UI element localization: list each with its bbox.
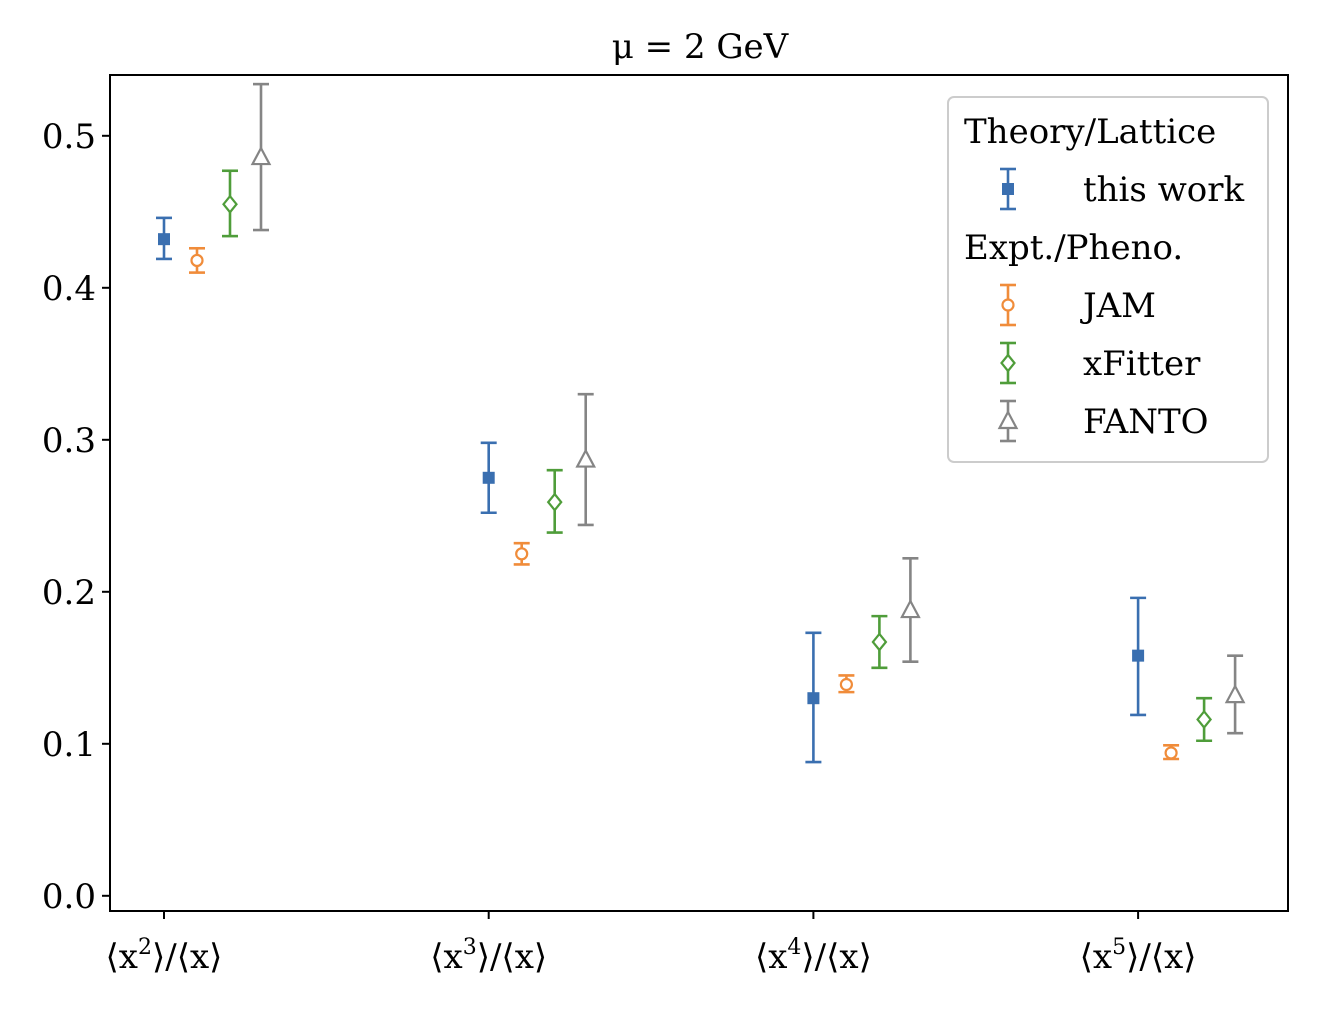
plot-frame [109, 74, 1289, 912]
y-tick-label: 0.2 [42, 573, 96, 613]
legend-label: FANTO [1083, 402, 1209, 442]
data-marks [156, 82, 1246, 764]
axes: 0.0 0.1 0.2 0.3 0.4 0.5 ⟨x2⟩/⟨x⟩ ⟨x3⟩/⟨x⟩ ⟨x4⟩/⟨… [42, 74, 1289, 977]
x-tick-label: ⟨x2⟩/⟨x⟩ [106, 935, 223, 977]
chart-title: μ = 2 GeV [612, 27, 790, 67]
legend-marker [1000, 353, 1016, 373]
data-point [250, 145, 272, 166]
data-point [807, 692, 820, 705]
x-tick-label: ⟨x3⟩/⟨x⟩ [430, 935, 547, 977]
data-point [1164, 746, 1178, 760]
series-this-work [156, 216, 1147, 764]
legend: Theory/Lattice this work Expt./Pheno. JAM xF… [947, 96, 1269, 463]
data-point [190, 253, 204, 268]
data-point [158, 233, 170, 246]
legend-item: xFitter [1000, 341, 1201, 385]
y-tick-label: 0.3 [42, 421, 96, 461]
y-tick-label: 0.4 [42, 269, 96, 309]
legend-item: JAM [1000, 283, 1156, 327]
series-xfitter [222, 169, 1213, 743]
data-point [871, 632, 888, 652]
legend-group-title: Expt./Pheno. [964, 228, 1183, 268]
x-tick-label: ⟨x4⟩/⟨x⟩ [755, 935, 872, 977]
series-jam [189, 246, 1180, 761]
series-fanto [250, 82, 1246, 735]
legend-item: this work [1000, 167, 1245, 211]
data-point [1196, 709, 1213, 730]
y-tick-label: 0.0 [42, 877, 96, 917]
data-point [222, 194, 238, 214]
data-point [900, 598, 921, 619]
legend-marker [997, 409, 1019, 430]
legend-label: JAM [1080, 286, 1156, 326]
legend-label: xFitter [1083, 344, 1201, 384]
data-point [482, 471, 495, 484]
legend-marker [1002, 183, 1014, 195]
legend-group-title: Theory/Lattice [964, 112, 1216, 152]
y-tick-label: 0.5 [42, 117, 96, 157]
data-point [1132, 649, 1145, 662]
legend-item: FANTO [997, 399, 1209, 443]
legend-label: this work [1083, 170, 1245, 210]
data-point [575, 448, 597, 468]
y-tick-label: 0.1 [42, 725, 96, 765]
data-point [515, 547, 529, 561]
legend-marker [1001, 298, 1015, 312]
legend-box [947, 96, 1269, 463]
data-point [546, 492, 563, 512]
x-tick-label: ⟨x5⟩/⟨x⟩ [1080, 935, 1197, 977]
data-point [839, 677, 854, 692]
data-point [1224, 683, 1246, 704]
